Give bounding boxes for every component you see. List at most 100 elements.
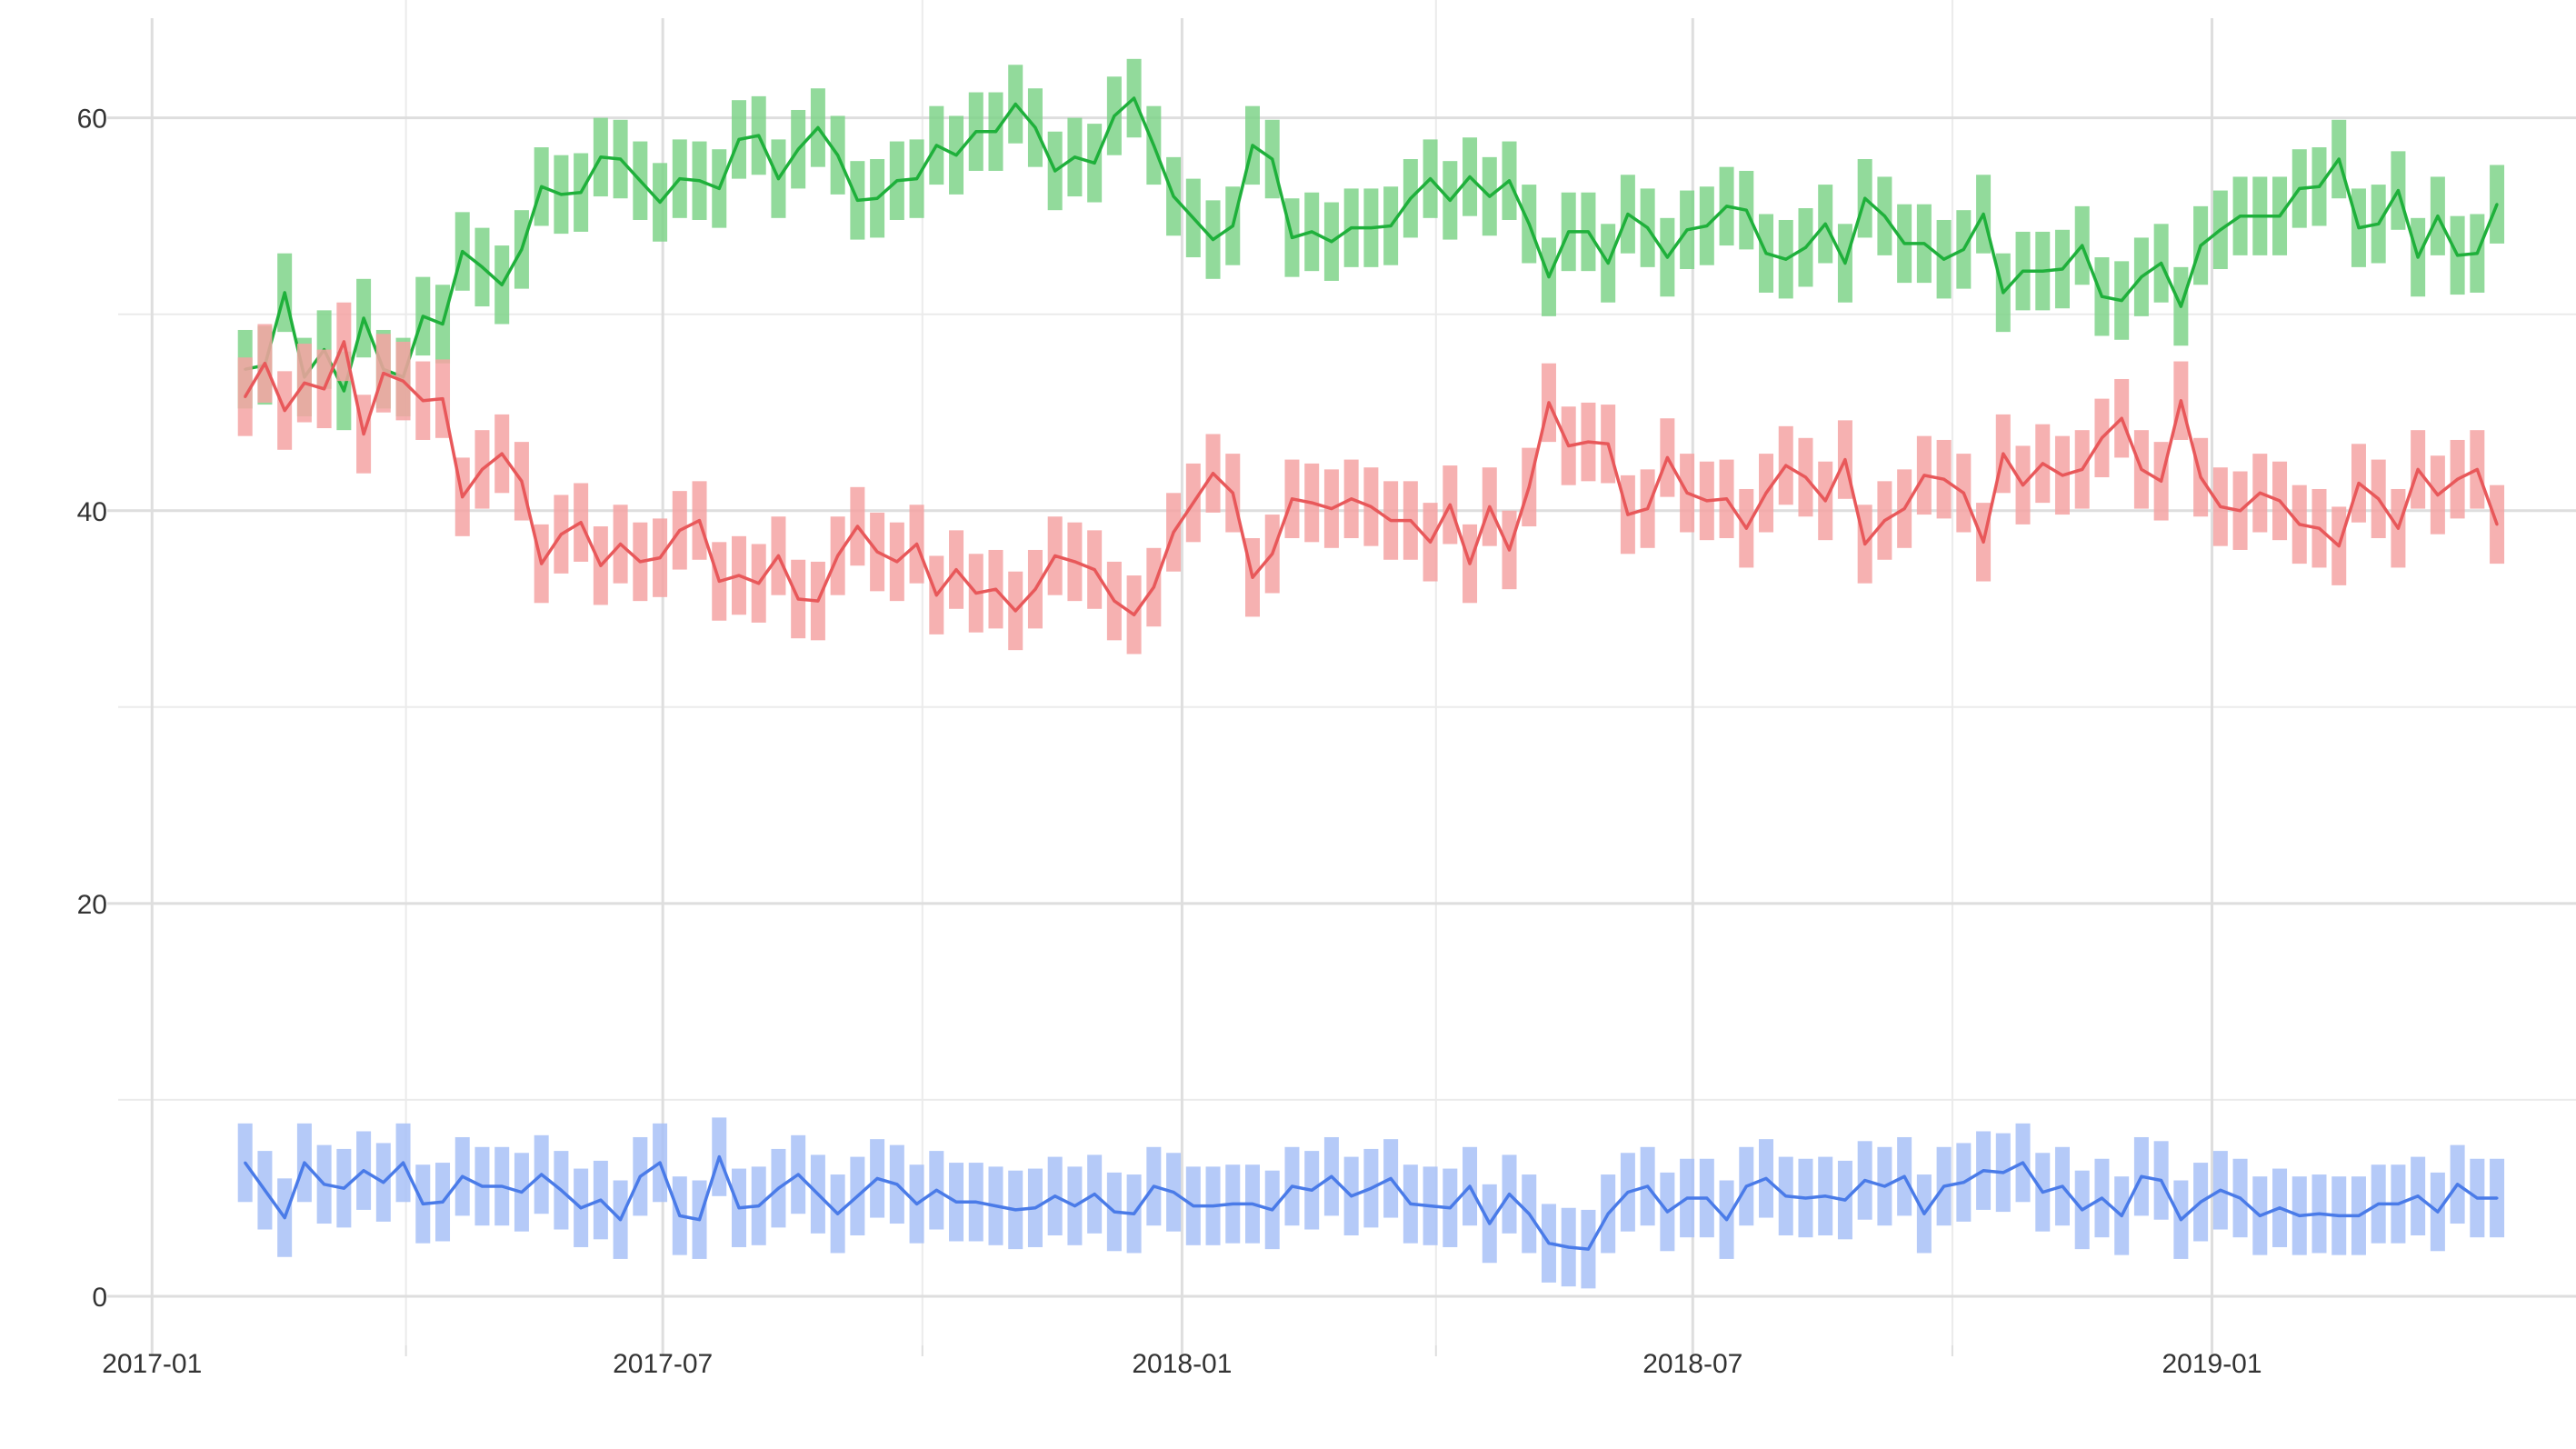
data-point	[619, 542, 623, 545]
data-point	[855, 198, 859, 202]
data-point	[698, 179, 702, 183]
data-point	[520, 1190, 524, 1194]
data-point	[1231, 1202, 1234, 1205]
data-point	[1665, 1210, 1669, 1214]
data-point	[1013, 103, 1017, 106]
data-point	[461, 495, 464, 499]
data-point	[1784, 464, 1788, 467]
data-point	[1685, 228, 1689, 232]
data-point	[1033, 125, 1037, 129]
data-point	[1843, 1198, 1847, 1202]
data-point	[638, 1174, 642, 1178]
data-point	[2081, 467, 2084, 471]
data-point	[1113, 1210, 1116, 1214]
data-point	[1330, 240, 1333, 244]
data-point	[1863, 542, 1867, 545]
series-1	[237, 58, 2505, 431]
data-point	[1567, 230, 1571, 234]
y-tick-label: 0	[92, 1283, 107, 1313]
data-point	[480, 467, 484, 471]
data-point	[1290, 1184, 1293, 1188]
data-point	[1646, 226, 1650, 230]
data-point	[2357, 482, 2361, 485]
data-point	[2219, 1188, 2222, 1192]
data-point	[757, 134, 761, 137]
data-point	[2120, 416, 2123, 420]
data-point	[974, 130, 978, 134]
data-point	[2298, 1214, 2301, 1217]
data-point	[1586, 440, 1590, 444]
series-3-points	[244, 1155, 2499, 1251]
data-point	[1626, 213, 1630, 216]
data-point	[1073, 155, 1076, 159]
data-point	[2100, 1196, 2103, 1200]
data-point	[1863, 196, 1867, 200]
data-point	[757, 1204, 761, 1208]
data-point	[461, 250, 464, 254]
data-point	[421, 315, 424, 318]
data-point	[1508, 548, 1512, 552]
x-axis-tick-labels: 2017-01 2017-07 2018-01 2018-07 2019-01	[102, 1349, 2261, 1379]
data-point	[1962, 247, 1965, 251]
data-point	[2357, 226, 2361, 230]
data-point	[717, 186, 721, 190]
data-point	[816, 1193, 820, 1196]
data-point	[1725, 1218, 1729, 1222]
data-point	[1902, 507, 1906, 511]
data-point	[480, 1184, 484, 1188]
data-point	[2396, 1202, 2400, 1205]
data-point	[599, 564, 603, 567]
data-point	[1251, 575, 1254, 579]
data-point	[1508, 179, 1512, 183]
data-point	[1744, 1184, 1748, 1188]
data-point	[362, 1169, 365, 1173]
data-point	[1113, 599, 1116, 603]
data-point	[2160, 1179, 2163, 1183]
data-point	[1192, 1204, 1195, 1208]
data-point	[1764, 491, 1768, 495]
data-point	[244, 1161, 247, 1164]
data-point	[974, 591, 978, 595]
data-point	[2140, 1174, 2143, 1178]
series-1-interval-bars	[237, 58, 2505, 431]
data-point	[2396, 526, 2400, 530]
axis-tick-marks	[107, 116, 2214, 1356]
x-tick-label: 2017-01	[102, 1349, 202, 1379]
x-tick-label: 2018-01	[1132, 1349, 1232, 1379]
data-point	[757, 582, 761, 585]
data-point	[2002, 452, 2005, 455]
x-tick-label: 2017-07	[613, 1349, 713, 1379]
data-point	[1665, 455, 1669, 459]
data-point	[1665, 255, 1669, 259]
series-2	[237, 302, 2505, 655]
data-point	[283, 1216, 286, 1220]
data-point	[1231, 224, 1234, 227]
data-point	[1764, 252, 1768, 255]
series-layer	[237, 58, 2505, 1289]
data-point	[737, 574, 741, 577]
data-point	[915, 1202, 919, 1205]
data-point	[2298, 186, 2301, 190]
data-point	[1942, 257, 1946, 261]
data-point	[1902, 1174, 1906, 1178]
data-point	[1922, 1212, 1926, 1215]
data-point	[323, 387, 326, 391]
data-point	[934, 594, 938, 597]
data-point	[1310, 230, 1313, 234]
data-point	[1784, 257, 1788, 261]
series-3-interval-bars	[237, 1117, 2505, 1289]
data-point	[342, 340, 345, 344]
data-point	[1784, 1194, 1788, 1198]
data-point	[283, 291, 286, 295]
data-point	[1705, 499, 1709, 503]
data-point	[836, 154, 840, 157]
data-point	[2337, 157, 2341, 161]
data-point	[1172, 531, 1175, 535]
data-point	[1192, 216, 1195, 220]
data-point	[1251, 144, 1254, 147]
data-point	[1764, 1176, 1768, 1180]
data-point	[2377, 222, 2381, 225]
data-point	[1942, 1184, 1946, 1188]
data-point	[2317, 185, 2321, 188]
data-point	[1882, 1184, 1886, 1188]
